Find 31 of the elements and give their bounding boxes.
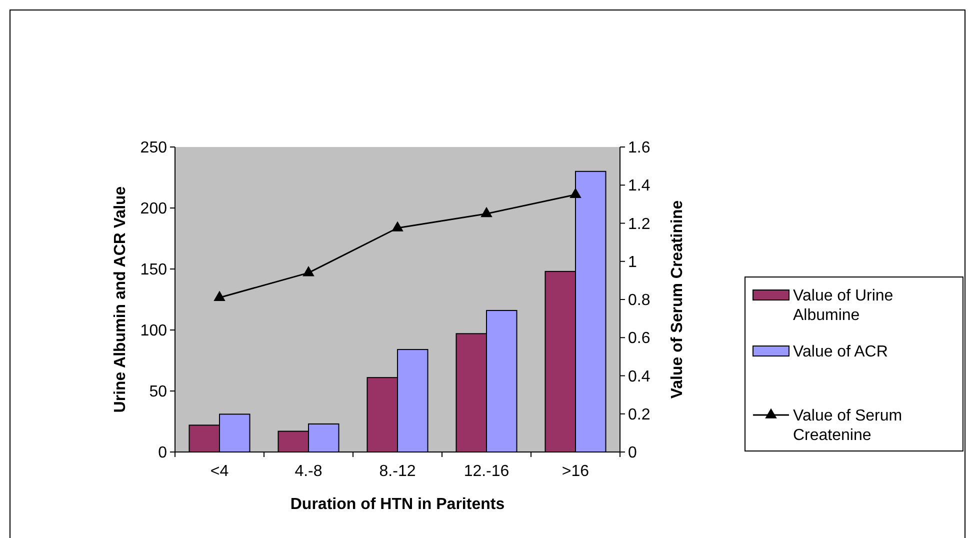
legend-label: Value of ACR <box>793 344 888 361</box>
point <box>480 206 492 218</box>
y2-axis-title: Value of Serum Creatinine <box>669 200 686 399</box>
y-tick-label: 100 <box>140 322 168 340</box>
y2-tick-label: 1.2 <box>628 216 650 233</box>
y2-tick-label: 0.4 <box>628 368 650 386</box>
y2-tick-label: 0.8 <box>628 292 650 310</box>
x-axis-title: Duration of HTN in Paritents <box>290 496 505 513</box>
legend-label: Value of Serum Createnine <box>793 408 902 444</box>
y-tick-label: 50 <box>149 384 168 401</box>
legend-label: Value of Urine Albumine <box>793 288 894 324</box>
y-tick-label: 0 <box>158 444 168 462</box>
y2-tick-label: 1.6 <box>628 140 650 157</box>
y-tick-label: 250 <box>140 140 168 157</box>
x-tick-label: >16 <box>562 463 590 480</box>
y2-tick-label: 0 <box>628 444 637 462</box>
y2-tick-label: 0.6 <box>628 330 650 348</box>
point <box>302 266 314 276</box>
y-axis-title: Urine Albumin and ACR Value <box>112 186 129 413</box>
point <box>570 188 582 198</box>
x-tick-label: 12.-16 <box>464 463 510 480</box>
y2-tick-label: 1 <box>628 254 637 271</box>
point <box>392 221 404 232</box>
x-tick-label: 8.-12 <box>379 463 416 480</box>
y-tick-label: 200 <box>140 200 168 218</box>
point <box>214 290 226 301</box>
y2-tick-label: 1.4 <box>628 178 650 195</box>
y2-tick-label: 0.2 <box>628 406 650 424</box>
x-tick-label: <4 <box>210 463 229 480</box>
x-tick-label: 4.-8 <box>294 463 322 480</box>
y-tick-label: 150 <box>140 262 168 279</box>
